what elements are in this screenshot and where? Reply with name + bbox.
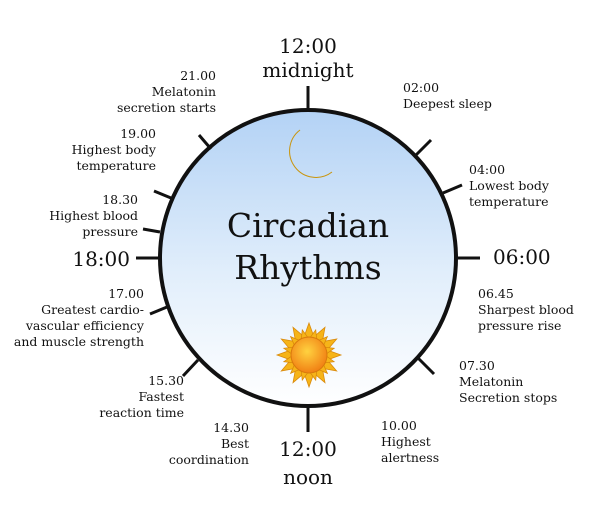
clock-face [158, 108, 458, 408]
event-0400-line: temperature [469, 194, 549, 209]
event-0400-line: Lowest body [469, 178, 549, 193]
event-1900: 19.00 Highest body temperature [72, 126, 156, 174]
event-1700-line: 17.00 [108, 286, 144, 301]
tick-0730 [416, 356, 436, 376]
event-2100-line: secretion starts [116, 100, 216, 115]
event-0730-line: Melatonin [459, 374, 524, 389]
event-0200: 02:00 Deepest sleep [403, 80, 492, 112]
event-0200-line: Deepest sleep [403, 96, 492, 111]
event-0200-line: 02:00 [403, 80, 440, 95]
tick-1700 [149, 305, 168, 316]
label-noon: 12:00 noon [258, 435, 358, 491]
event-1430: 14.30 Best coordination [169, 420, 249, 468]
event-1430-line: 14.30 [213, 420, 249, 435]
event-1530-line: 15.30 [148, 373, 184, 388]
event-0730-line: 07.30 [459, 358, 495, 373]
event-1900-line: temperature [76, 158, 156, 173]
event-0645-line: pressure rise [478, 318, 562, 333]
event-0400-line: 04:00 [469, 162, 506, 177]
tick-marks [136, 86, 480, 432]
tick-2100 [197, 134, 213, 150]
event-0645-line: Sharpest blood [478, 302, 574, 317]
tick-1830 [142, 227, 161, 234]
event-0730: 07.30 Melatonin Secretion stops [459, 358, 557, 406]
event-1430-line: Best [220, 436, 249, 451]
event-1830-line: pressure [82, 224, 138, 239]
tick-0200 [413, 138, 433, 158]
label-0600: 06:00 [493, 245, 551, 269]
event-2100-line: 21.00 [180, 68, 216, 83]
label-1800: 18:00 [72, 247, 130, 271]
sun-icon [275, 321, 343, 389]
label-noon-time: 12:00 [279, 437, 337, 461]
event-1530-line: reaction time [99, 405, 184, 420]
tick-0400 [442, 183, 463, 195]
event-1700: 17.00 Greatest cardio- vascular efficien… [14, 286, 144, 350]
label-midnight-word: midnight [262, 58, 354, 82]
event-0645-line: 06.45 [478, 286, 514, 301]
event-1430-line: coordination [168, 452, 249, 467]
event-1830-line: Highest blood [49, 208, 138, 223]
title-line-1: Circadian [226, 206, 390, 245]
label-midnight-time: 12:00 [279, 34, 337, 58]
event-2100-line: Melatonin [151, 84, 216, 99]
event-2100: 21.00 Melatonin secretion starts [117, 68, 216, 116]
event-1000: 10.00 Highest alertness [381, 418, 439, 466]
event-1700-line: vascular efficiency [25, 318, 144, 333]
title-line-2: Rhythms [234, 248, 382, 287]
event-0645: 06.45 Sharpest blood pressure rise [478, 286, 574, 334]
event-1530: 15.30 Fastest reaction time [99, 373, 184, 421]
event-1830: 18.30 Highest blood pressure [49, 192, 138, 240]
moon-icon [289, 129, 333, 178]
tick-1900 [153, 189, 172, 200]
event-1900-line: 19.00 [120, 126, 156, 141]
event-1530-line: Fastest [138, 389, 184, 404]
event-1700-line: and muscle strength [13, 334, 144, 349]
diagram-title: Circadian Rhythms [188, 205, 428, 289]
tick-1530 [181, 358, 200, 378]
event-1700-line: Greatest cardio- [41, 302, 144, 317]
event-0730-line: Secretion stops [459, 390, 558, 405]
label-midnight: 12:00 midnight [258, 34, 358, 82]
event-1900-line: Highest body [71, 142, 156, 157]
event-0400: 04:00 Lowest body temperature [469, 162, 549, 210]
event-1000-line: 10.00 [381, 418, 417, 433]
event-1830-line: 18.30 [102, 192, 138, 207]
label-noon-word: noon [283, 465, 333, 489]
event-1000-line: Highest [381, 434, 431, 449]
event-1000-line: alertness [381, 450, 440, 465]
